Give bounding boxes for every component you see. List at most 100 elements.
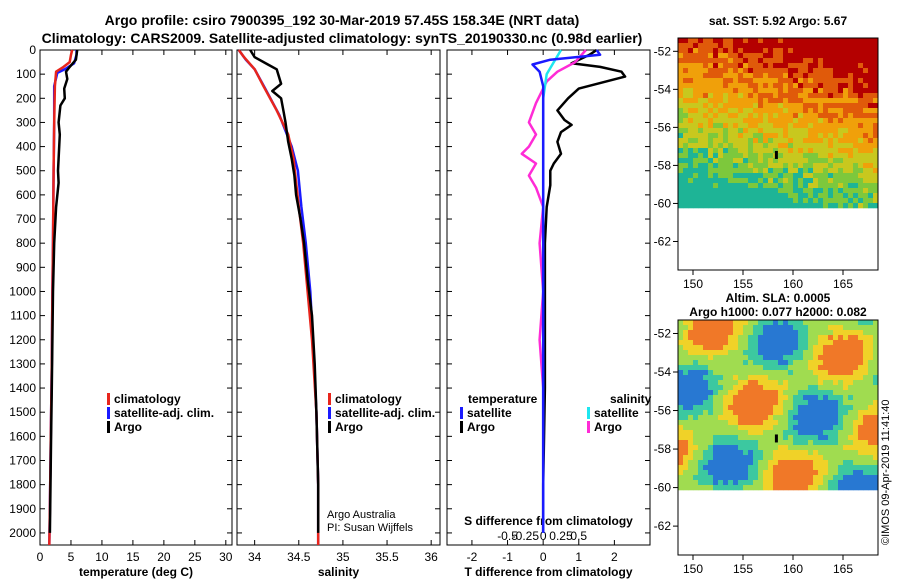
map-cell: [823, 173, 829, 179]
map-cell: [798, 123, 804, 129]
map-cell: [683, 168, 689, 174]
map-cell: [853, 395, 859, 401]
map-cell: [853, 148, 859, 154]
map-cell: [708, 400, 714, 406]
map-cell: [843, 93, 849, 99]
map-cell: [868, 390, 874, 396]
map-cell: [863, 390, 869, 396]
map-cell: [838, 430, 844, 436]
sla-map-title-2: Argo h1000: 0.077 h2000: 0.082: [689, 305, 867, 319]
map-cell: [693, 58, 699, 64]
map-cell: [738, 385, 744, 391]
map-cell: [778, 465, 784, 471]
map-cell: [783, 148, 789, 154]
map-cell: [723, 173, 729, 179]
map-cell: [793, 53, 799, 59]
map-cell: [808, 48, 814, 54]
map-cell: [683, 153, 689, 159]
map-cell: [678, 93, 684, 99]
map-cell: [743, 153, 749, 159]
map-cell: [683, 83, 689, 89]
map-cell: [748, 93, 754, 99]
diff-legend-sal-title: salinity: [610, 392, 652, 406]
map-cell: [703, 360, 709, 366]
map-cell: [788, 103, 794, 109]
map-cell: [773, 198, 779, 204]
map-cell: [823, 340, 829, 346]
map-cell: [758, 475, 764, 481]
map-cell: [838, 380, 844, 386]
map-cell: [733, 168, 739, 174]
map-cell: [753, 435, 759, 441]
map-cell: [773, 203, 779, 209]
map-cell: [813, 203, 819, 209]
map-cell: [758, 78, 764, 84]
map-cell: [788, 193, 794, 199]
map-lat-label: -62: [654, 519, 672, 533]
map-cell: [738, 138, 744, 144]
map-cell: [723, 133, 729, 139]
map-cell: [723, 53, 729, 59]
map-cell: [868, 203, 874, 209]
map-cell: [803, 365, 809, 371]
map-cell: [758, 360, 764, 366]
map-cell: [813, 460, 819, 466]
map-cell: [728, 103, 734, 109]
map-cell: [873, 73, 879, 79]
map-lat-label: -58: [654, 442, 672, 456]
map-cell: [848, 485, 854, 491]
map-cell: [803, 193, 809, 199]
map-cell: [783, 345, 789, 351]
map-cell: [783, 450, 789, 456]
map-cell: [718, 138, 724, 144]
sal-legend-0-swatch: [328, 393, 331, 405]
map-cell: [863, 48, 869, 54]
map-cell: [718, 335, 724, 341]
map-cell: [708, 325, 714, 331]
map-cell: [833, 78, 839, 84]
map-cell: [688, 460, 694, 466]
map-cell: [808, 395, 814, 401]
map-cell: [838, 103, 844, 109]
map-cell: [693, 345, 699, 351]
map-cell: [833, 390, 839, 396]
map-cell: [738, 198, 744, 204]
map-cell: [728, 78, 734, 84]
map-cell: [853, 198, 859, 204]
map-cell: [753, 480, 759, 486]
map-cell: [733, 330, 739, 336]
map-cell: [693, 385, 699, 391]
sal-legend-1-swatch: [328, 407, 331, 419]
map-cell: [853, 330, 859, 336]
map-cell: [843, 335, 849, 341]
map-cell: [693, 103, 699, 109]
map-cell: [818, 63, 824, 69]
map-cell: [848, 440, 854, 446]
map-cell: [748, 335, 754, 341]
map-cell: [813, 48, 819, 54]
map-cell: [793, 83, 799, 89]
map-cell: [723, 350, 729, 356]
map-cell: [728, 450, 734, 456]
map-cell: [818, 168, 824, 174]
map-cell: [738, 63, 744, 69]
map-cell: [703, 475, 709, 481]
map-cell: [858, 88, 864, 94]
map-cell: [823, 103, 829, 109]
map-cell: [728, 360, 734, 366]
map-cell: [778, 470, 784, 476]
map-cell: [778, 320, 784, 326]
map-cell: [798, 133, 804, 139]
map-cell: [853, 143, 859, 149]
map-cell: [778, 350, 784, 356]
map-cell: [808, 123, 814, 129]
map-cell: [708, 450, 714, 456]
map-cell: [743, 350, 749, 356]
map-cell: [683, 183, 689, 189]
map-cell: [773, 138, 779, 144]
map-cell: [773, 58, 779, 64]
map-cell: [718, 168, 724, 174]
map-cell: [788, 133, 794, 139]
map-cell: [818, 188, 824, 194]
map-cell: [703, 340, 709, 346]
